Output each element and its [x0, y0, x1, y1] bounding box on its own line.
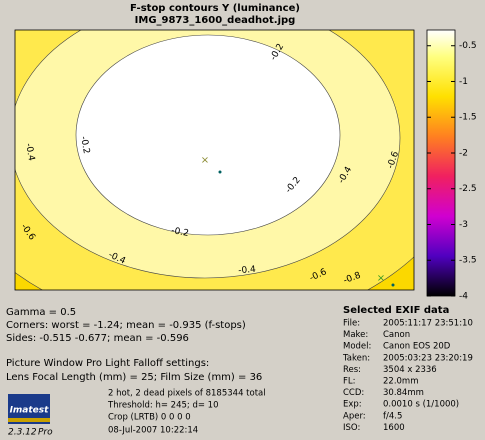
exif-value: Canon EOS 20D	[383, 342, 451, 352]
corner-dot	[391, 283, 395, 287]
colorbar-tick-label: -0.5	[459, 41, 477, 51]
exif-key: Taken:	[342, 353, 370, 363]
stats-line: Corners: worst = -1.24; mean = -0.935 (f…	[6, 320, 246, 331]
exif-value: 3504 x 2336	[383, 365, 437, 375]
colorbar-tick-label: -1	[459, 77, 468, 87]
pixel-info: Crop (LRTB) 0 0 0 0	[108, 413, 191, 423]
logo-version: 2.3.12	[8, 428, 37, 438]
stats-line: Picture Window Pro Light Falloff setting…	[6, 358, 209, 369]
colorbar	[426, 29, 456, 297]
exif-value: 22.0mm	[383, 377, 419, 387]
plot-subtitle: IMG_9873_1600_deadhot.jpg	[135, 15, 296, 26]
exif-value: Canon	[383, 330, 410, 340]
exif-key: File:	[343, 319, 360, 329]
colorbar-tick-label: -1.5	[459, 113, 477, 123]
colorbar-tick-label: -3.5	[459, 256, 477, 266]
pixel-info: Threshold: h= 245; d= 10	[107, 401, 219, 411]
contour-plot	[15, 30, 414, 290]
pixel-info: 2 hot, 2 dead pixels of 8185344 total	[108, 389, 266, 399]
contour-label: -0.2	[170, 226, 189, 239]
exif-key: CCD:	[343, 388, 364, 398]
logo-stripe	[8, 418, 50, 422]
exif-key: FL:	[343, 377, 356, 387]
contour-label: -0.2	[78, 136, 91, 155]
logo-name: Imatest	[10, 406, 50, 416]
exif-key: Exp:	[343, 400, 362, 410]
exif-key: ISO:	[343, 423, 360, 433]
logo-edition: Pro	[38, 428, 53, 438]
exif-heading: Selected EXIF data	[343, 305, 449, 316]
exif-value: 0.0010 s (1/1000)	[383, 400, 459, 410]
stats-line: Sides: -0.515 -0.677; mean = -0.596	[6, 333, 189, 344]
stats-line: Gamma = 0.5	[6, 307, 76, 318]
exif-key: Model:	[343, 342, 371, 352]
colorbar-tick-label: -4	[459, 292, 468, 302]
exif-value: f/4.5	[383, 411, 402, 421]
corner-marker: ×	[377, 273, 385, 284]
exif-key: Res:	[343, 365, 361, 375]
stats-line: Lens Focal Length (mm) = 25; Film Size (…	[6, 372, 262, 383]
colorbar-tick-label: -2.5	[459, 184, 477, 194]
contour-label: -0.4	[238, 265, 257, 277]
exif-value: 2005:11:17 23:51:10	[383, 319, 473, 329]
exif-value: 2005:03:23 23:20:19	[383, 353, 473, 363]
colorbar-tick-label: -2	[459, 148, 468, 158]
exif-value: 1600	[383, 423, 405, 433]
contour-label: -0.4	[23, 143, 36, 162]
exif-key: Aper:	[343, 411, 366, 421]
exif-value: 30.84mm	[383, 388, 424, 398]
center-dot	[218, 170, 222, 174]
plot-title: F-stop contours Y (luminance)	[130, 3, 300, 14]
date: 08-Jul-2007 10:22:14	[108, 426, 198, 436]
exif-key: Make:	[343, 330, 368, 340]
center-marker: ×	[201, 155, 209, 166]
colorbar-tick-label: -3	[459, 220, 468, 230]
